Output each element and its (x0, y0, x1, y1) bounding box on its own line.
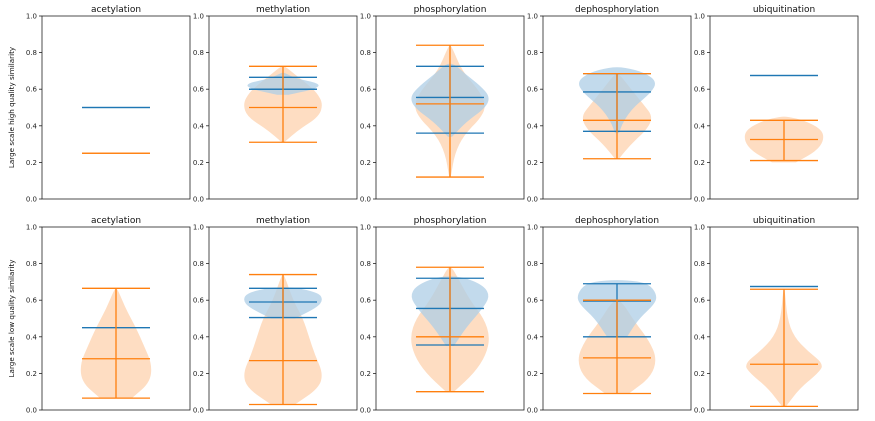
y-tick-label: 0.4 (360, 122, 372, 130)
panel-title: phosphorylation (414, 5, 487, 15)
y-tick-label: 0.2 (527, 370, 538, 378)
y-tick-label: 0.0 (527, 196, 538, 204)
panel-frame (542, 226, 692, 411)
y-tick-label: 1.0 (694, 224, 705, 232)
y-tick-label: 0.0 (527, 407, 538, 415)
y-tick-label: 1.0 (527, 13, 538, 21)
y-tick-label: 0.2 (360, 159, 371, 167)
panel-frame (375, 15, 525, 200)
y-tick-label: 0.6 (360, 297, 372, 305)
y-tick-label: 1.0 (193, 13, 204, 21)
y-tick-label: 0.0 (360, 407, 371, 415)
y-tick-label: 0.8 (193, 260, 204, 268)
y-tick-label: 0.6 (694, 297, 706, 305)
y-tick-label: 0.2 (360, 370, 371, 378)
y-tick-label: 0.2 (26, 370, 37, 378)
panel-frame (709, 226, 859, 411)
panel-1-acetylation: acetylation 0.0 0.2 0.4 0.6 0.8 1.0 (26, 5, 191, 204)
y-axis-label-row-2: Large scale low quality similarity (7, 259, 16, 378)
panel-2-methylation: methylation 0.0 0.2 0.4 0.6 0.8 1.0 (193, 216, 358, 415)
y-tick-label: 0.6 (193, 86, 205, 94)
panel-title: acetylation (91, 5, 141, 15)
y-tick-label: 0.4 (26, 333, 38, 341)
y-tick-label: 0.8 (360, 260, 371, 268)
panel-2-ubiquitination: ubiquitination 0.0 0.2 0.4 0.6 0.8 1.0 (694, 216, 859, 415)
y-tick-label: 0.2 (527, 159, 538, 167)
y-tick-label: 1.0 (360, 224, 371, 232)
panel-title: dephosphorylation (575, 216, 659, 226)
panel-title: ubiquitination (753, 216, 815, 226)
y-tick-label: 0.4 (193, 122, 205, 130)
y-tick-label: 0.2 (193, 370, 204, 378)
panel-2-dephosphorylation: dephosphorylation 0.0 0.2 0.4 0.6 0.8 1.0 (527, 216, 692, 415)
panel-title: phosphorylation (414, 216, 487, 226)
y-tick-label: 0.8 (527, 260, 538, 268)
panel-frame (542, 15, 692, 200)
y-tick-label: 0.6 (527, 297, 539, 305)
y-tick-label: 0.8 (527, 49, 538, 57)
y-tick-label: 1.0 (360, 13, 371, 21)
y-tick-label: 0.8 (694, 49, 705, 57)
y-tick-label: 0.0 (694, 407, 705, 415)
y-tick-label: 1.0 (26, 13, 37, 21)
y-tick-label: 0.0 (193, 407, 204, 415)
panel-1-phosphorylation: phosphorylation 0.0 0.2 0.4 0.6 0.8 1.0 (360, 5, 525, 204)
panel-1-dephosphorylation: dephosphorylation 0.0 0.2 0.4 0.6 0.8 1.0 (527, 5, 692, 204)
y-tick-label: 0.8 (26, 49, 37, 57)
y-tick-label: 0.4 (694, 333, 706, 341)
y-tick-label: 0.4 (694, 122, 706, 130)
panel-frame (41, 15, 191, 200)
panel-2-phosphorylation: phosphorylation 0.0 0.2 0.4 0.6 0.8 1.0 (360, 216, 525, 415)
y-tick-label: 1.0 (527, 224, 538, 232)
y-tick-label: 0.0 (694, 196, 705, 204)
panel-1-methylation: methylation 0.0 0.2 0.4 0.6 0.8 1.0 (193, 5, 358, 204)
y-tick-label: 0.2 (694, 370, 705, 378)
panel-title: dephosphorylation (575, 5, 659, 15)
y-tick-label: 0.6 (360, 86, 372, 94)
y-tick-label: 0.8 (360, 49, 371, 57)
y-tick-label: 0.4 (527, 122, 539, 130)
panel-1-ubiquitination: ubiquitination 0.0 0.2 0.4 0.6 0.8 1.0 (694, 5, 859, 204)
y-tick-label: 0.8 (694, 260, 705, 268)
panel-frame (375, 226, 525, 411)
y-tick-label: 0.8 (193, 49, 204, 57)
y-tick-label: 0.0 (26, 407, 37, 415)
y-tick-label: 0.6 (527, 86, 539, 94)
y-axis-label-row-1: Large scale high quality similarity (7, 46, 16, 168)
y-tick-label: 1.0 (193, 224, 204, 232)
y-tick-label: 0.0 (360, 196, 371, 204)
y-tick-label: 0.2 (26, 159, 37, 167)
y-tick-label: 0.0 (26, 196, 37, 204)
panel-title: methylation (256, 216, 310, 226)
y-tick-label: 0.0 (193, 196, 204, 204)
panel-frame (208, 15, 358, 200)
y-tick-label: 0.2 (193, 159, 204, 167)
panel-title: methylation (256, 5, 310, 15)
y-tick-label: 0.4 (360, 333, 372, 341)
y-tick-label: 0.2 (694, 159, 705, 167)
panel-title: acetylation (91, 216, 141, 226)
y-tick-label: 0.4 (26, 122, 38, 130)
y-tick-label: 0.6 (193, 297, 205, 305)
panel-frame (709, 15, 859, 200)
y-tick-label: 0.4 (193, 333, 205, 341)
y-tick-label: 0.8 (26, 260, 37, 268)
panel-title: ubiquitination (753, 5, 815, 15)
panel-frame (41, 226, 191, 411)
y-tick-label: 1.0 (26, 224, 37, 232)
y-tick-label: 0.4 (527, 333, 539, 341)
y-tick-label: 0.6 (694, 86, 706, 94)
y-tick-label: 0.6 (26, 86, 38, 94)
panel-frame (208, 226, 358, 411)
y-tick-label: 1.0 (694, 13, 705, 21)
y-tick-label: 0.6 (26, 297, 38, 305)
panel-2-acetylation: acetylation 0.0 0.2 0.4 0.6 0.8 1.0 (26, 216, 191, 415)
